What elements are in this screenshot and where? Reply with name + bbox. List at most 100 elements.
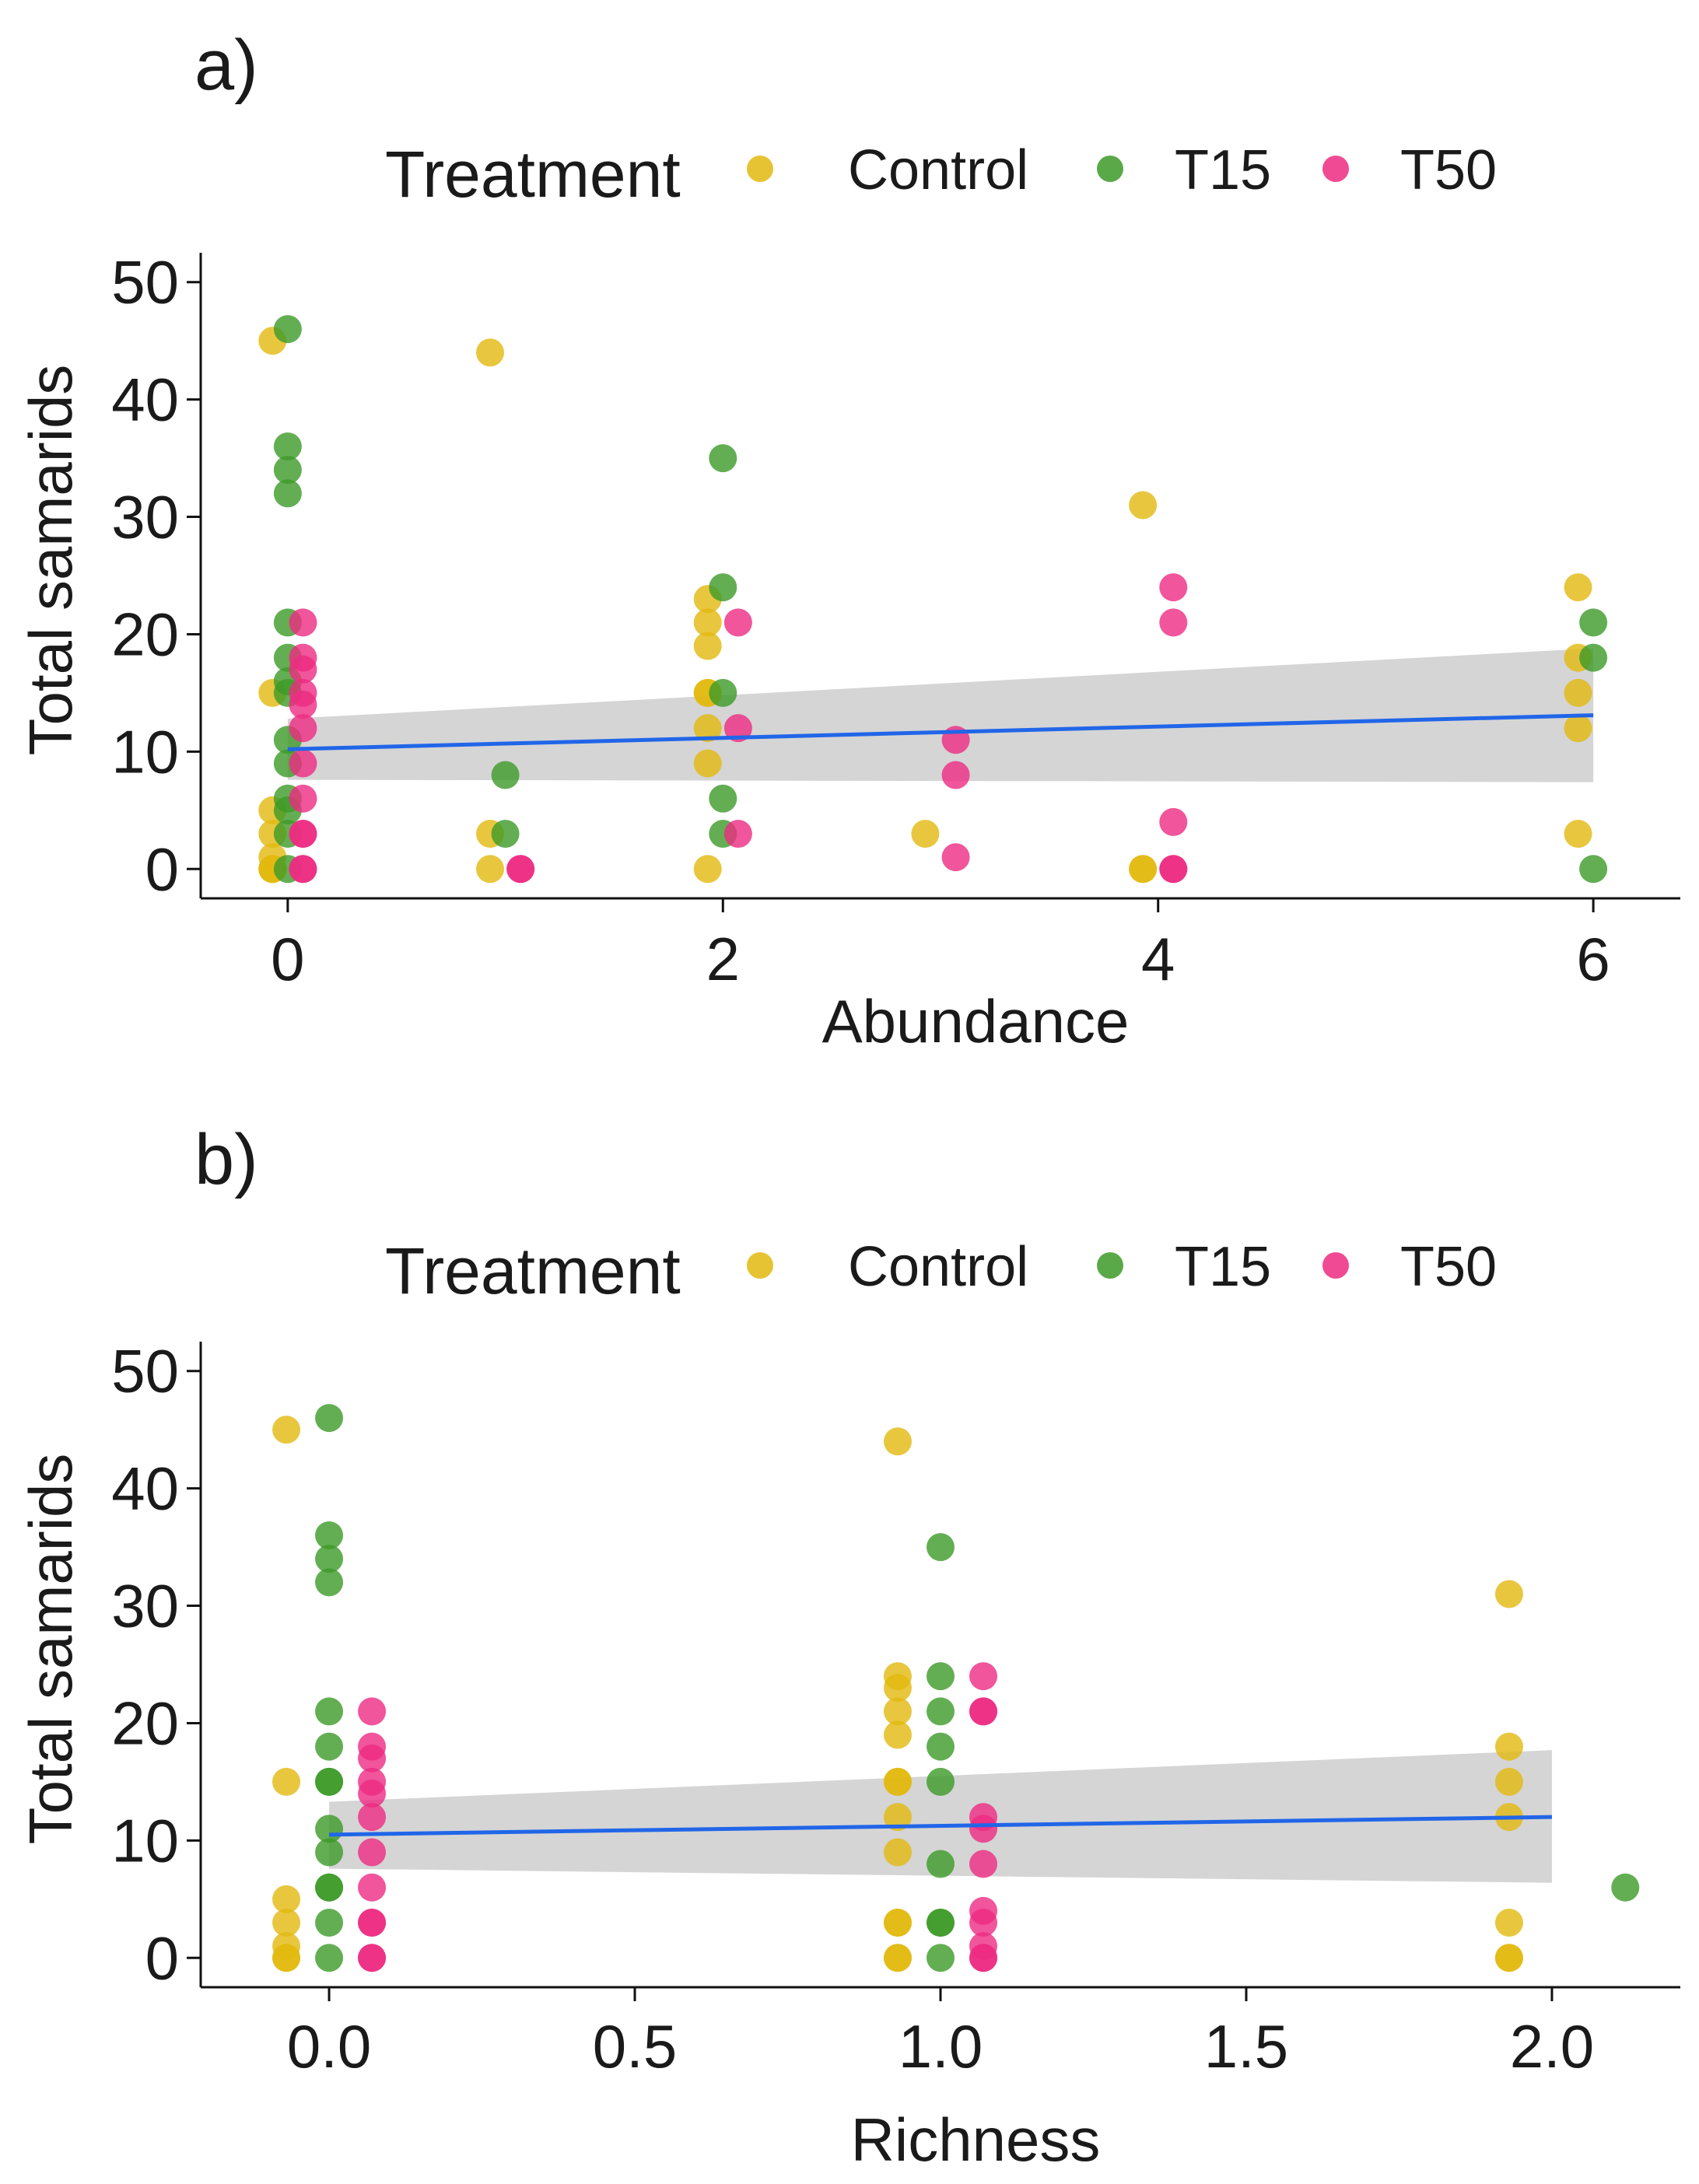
point-t15 (315, 1545, 344, 1573)
legend-dot-t50 (1322, 156, 1349, 182)
point-t50 (969, 1944, 998, 1972)
x-tick-label: 4 (1141, 925, 1175, 993)
point-t15 (709, 573, 737, 602)
point-t50 (1159, 807, 1188, 836)
legend-label-t50: T50 (1400, 1236, 1498, 1298)
y-tick-label: 40 (111, 1454, 179, 1523)
point-t15 (315, 1568, 344, 1597)
panel-a-legend: Treatment Control T15 T50 (0, 131, 1699, 216)
legend-title: Treatment (385, 1234, 681, 1307)
point-control (693, 714, 722, 743)
point-control (1564, 573, 1592, 602)
x-tick-label: 6 (1576, 925, 1610, 993)
point-control (693, 855, 722, 884)
y-tick-label: 0 (145, 835, 179, 903)
point-control (883, 1720, 912, 1749)
point-t15 (315, 1404, 344, 1433)
point-t50 (358, 1838, 387, 1867)
point-control (1129, 855, 1158, 884)
point-control (1564, 714, 1592, 743)
point-t50 (289, 714, 317, 743)
point-control (883, 1909, 912, 1937)
point-control (693, 632, 722, 660)
point-t15 (1579, 643, 1608, 672)
point-t15 (927, 1767, 955, 1796)
legend-dot-t50 (1322, 1252, 1349, 1279)
point-t50 (358, 1803, 387, 1832)
point-t15 (315, 1838, 344, 1867)
point-t50 (358, 1873, 387, 1902)
y-tick-label: 50 (111, 248, 179, 317)
point-t15 (315, 1732, 344, 1761)
point-t15 (927, 1662, 955, 1691)
y-tick-label: 40 (111, 366, 179, 434)
point-t15 (315, 1697, 344, 1726)
panel-a-label: a) (194, 26, 258, 105)
legend-dot-t15 (1097, 1252, 1123, 1279)
point-t15 (315, 1909, 344, 1937)
point-t15 (273, 456, 302, 485)
point-t50 (723, 820, 752, 848)
point-t15 (1579, 855, 1608, 884)
legend-label-control: Control (848, 1236, 1029, 1298)
point-t50 (289, 749, 317, 778)
point-control (883, 1674, 912, 1703)
x-tick-label: 0 (271, 925, 304, 993)
point-control (693, 749, 722, 778)
point-t50 (969, 1662, 998, 1691)
point-control (883, 1803, 912, 1832)
legend-dot-t15 (1097, 156, 1123, 182)
point-t50 (1159, 855, 1188, 884)
x-tick-label: 2.0 (1510, 2012, 1594, 2081)
point-t50 (1159, 573, 1188, 602)
point-t15 (927, 1697, 955, 1726)
point-t50 (723, 714, 752, 743)
y-tick-label: 20 (111, 1689, 179, 1757)
legend-label-control: Control (848, 139, 1029, 201)
point-control (1564, 678, 1592, 707)
point-t50 (969, 1815, 998, 1843)
point-t50 (969, 1850, 998, 1878)
legend-label-t15: T15 (1175, 1236, 1272, 1298)
point-t50 (358, 1909, 387, 1937)
point-control (1494, 1732, 1523, 1761)
point-t15 (315, 1873, 344, 1902)
point-t15 (927, 1944, 955, 1972)
point-t15 (491, 820, 520, 848)
x-axis-title: Abundance (822, 987, 1130, 1055)
point-t50 (941, 843, 970, 872)
chart-b: 0 10 20 30 40 50 0.0 0.5 1.0 1.5 2.0 Richness Total … (16, 1337, 1680, 2174)
y-axis-title: Total samarids (16, 365, 85, 756)
legend-dot-control (747, 1252, 773, 1279)
point-control (883, 1838, 912, 1867)
point-control (883, 1697, 912, 1726)
point-control (476, 855, 505, 884)
point-t15 (1611, 1873, 1640, 1902)
point-t50 (1159, 608, 1188, 637)
point-t15 (927, 1850, 955, 1878)
fit-line (329, 1815, 1552, 1837)
point-t15 (273, 315, 302, 344)
point-t50 (289, 855, 317, 884)
panel-b-legend: Treatment Control T15 T50 (0, 1227, 1699, 1313)
point-t15 (709, 444, 737, 473)
x-tick-label: 1.0 (899, 2012, 983, 2081)
point-t50 (289, 820, 317, 848)
point-control (1494, 1580, 1523, 1608)
point-control (1564, 820, 1592, 848)
point-control (693, 608, 722, 637)
point-control (1494, 1767, 1523, 1796)
y-tick-label: 0 (145, 1923, 179, 1992)
point-control (883, 1944, 912, 1972)
point-t50 (723, 608, 752, 637)
point-t15 (315, 1521, 344, 1549)
x-tick-label: 0.5 (593, 2012, 677, 2081)
point-control (883, 1427, 912, 1456)
point-t15 (315, 1767, 344, 1796)
point-t15 (273, 479, 302, 508)
point-control (272, 1944, 301, 1972)
point-control (911, 820, 940, 848)
point-t15 (927, 1909, 955, 1937)
chart-a: 0 10 20 30 40 50 0 2 4 6 Abundance Total samarids (16, 248, 1680, 1055)
point-control (272, 1767, 301, 1796)
